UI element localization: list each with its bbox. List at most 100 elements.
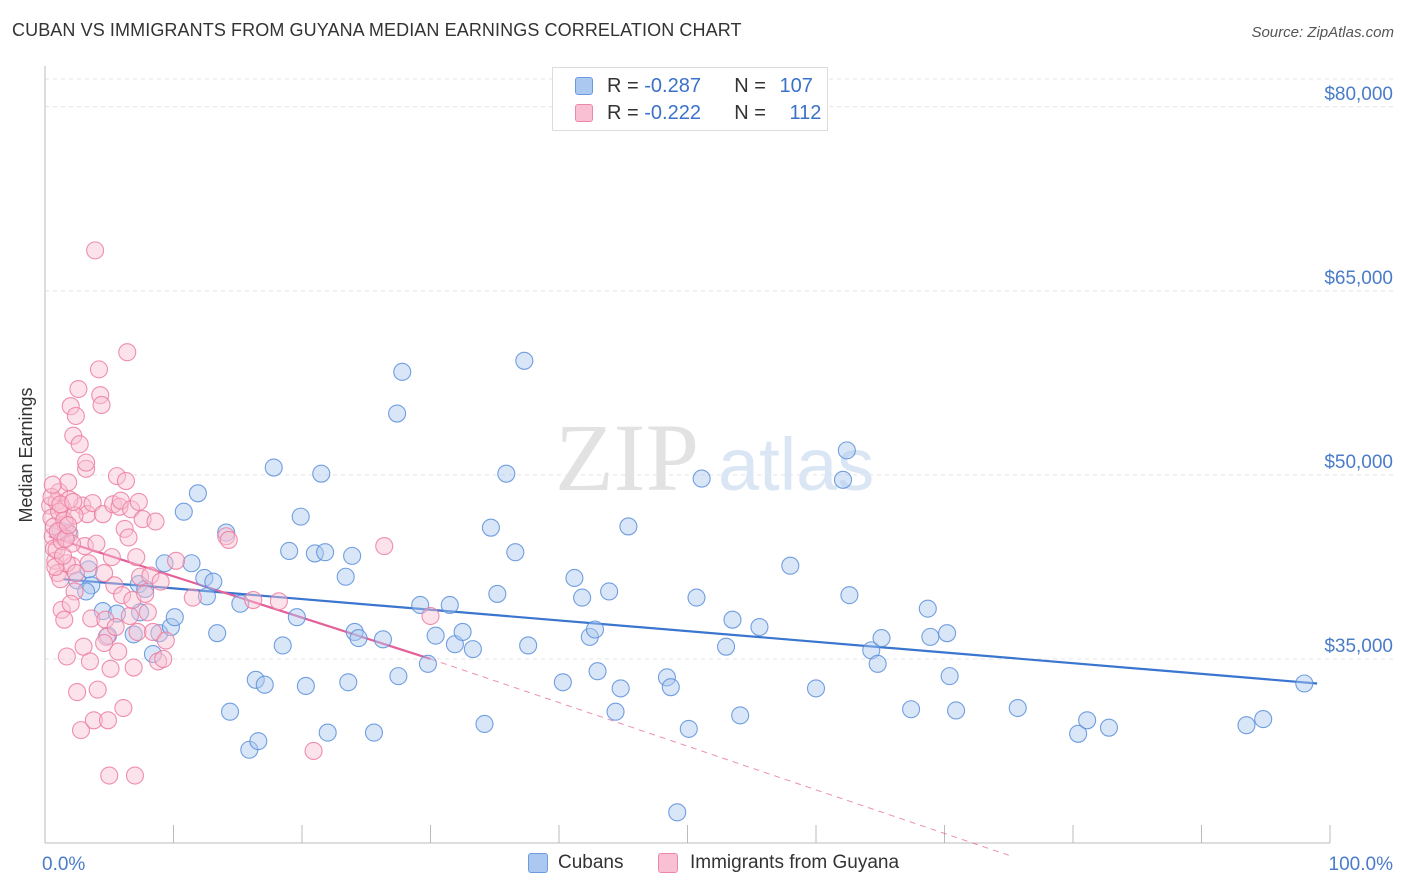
point-guyana bbox=[114, 698, 133, 718]
point-cubans bbox=[872, 629, 891, 648]
source-credit: Source: ZipAtlas.com bbox=[1251, 24, 1394, 41]
point-cubans bbox=[1295, 674, 1314, 693]
point-guyana bbox=[91, 386, 110, 405]
point-cubans bbox=[902, 700, 921, 719]
point-guyana bbox=[421, 606, 440, 626]
point-cubans bbox=[393, 362, 412, 381]
point-cubans bbox=[339, 673, 358, 692]
point-cubans bbox=[657, 668, 676, 687]
y-axis-labels: $35,000 $50,000 $65,000 $80,000 bbox=[1324, 84, 1393, 657]
point-cubans bbox=[606, 702, 625, 721]
point-cubans bbox=[195, 568, 214, 588]
point-cubans bbox=[463, 640, 482, 659]
axes bbox=[44, 66, 1331, 844]
point-cubans bbox=[506, 543, 525, 562]
point-guyana bbox=[116, 471, 136, 491]
point-guyana bbox=[66, 406, 85, 426]
point-guyana bbox=[269, 592, 288, 611]
bottom-legend-cubans: Cubans bbox=[528, 852, 624, 874]
point-guyana bbox=[68, 683, 87, 702]
point-guyana bbox=[95, 564, 114, 583]
point-guyana bbox=[136, 584, 155, 603]
point-cubans bbox=[296, 676, 315, 695]
point-cubans bbox=[692, 469, 711, 488]
point-cubans bbox=[220, 702, 240, 721]
point-guyana bbox=[65, 506, 84, 525]
point-guyana bbox=[102, 548, 121, 567]
point-cubans bbox=[1078, 711, 1097, 730]
point-cubans bbox=[588, 662, 607, 681]
point-cubans bbox=[165, 608, 184, 627]
point-cubans bbox=[255, 675, 274, 694]
watermark-atlas: atlas bbox=[718, 423, 874, 506]
point-cubans bbox=[565, 568, 584, 588]
point-guyana bbox=[71, 721, 91, 740]
point-guyana bbox=[120, 606, 139, 626]
point-cubans bbox=[418, 654, 437, 673]
point-cubans bbox=[497, 464, 516, 483]
point-cubans bbox=[938, 624, 957, 643]
point-cubans bbox=[515, 351, 534, 370]
legend-r-value-guyana: -0.222 bbox=[644, 101, 701, 124]
point-cubans bbox=[868, 654, 887, 673]
point-cubans bbox=[519, 636, 538, 655]
point-cubans bbox=[411, 595, 430, 615]
point-cubans bbox=[668, 803, 687, 822]
point-cubans bbox=[731, 706, 750, 725]
point-guyana bbox=[95, 633, 114, 653]
point-cubans bbox=[553, 673, 572, 692]
point-guyana bbox=[70, 435, 89, 454]
y-tick-label: $50,000 bbox=[1324, 452, 1393, 473]
point-guyana bbox=[98, 711, 118, 730]
point-guyana bbox=[304, 741, 323, 761]
legend-r-value-cubans: -0.287 bbox=[644, 74, 701, 97]
data-points bbox=[41, 241, 1314, 822]
point-cubans bbox=[246, 670, 265, 689]
point-cubans bbox=[204, 572, 223, 591]
point-cubans bbox=[918, 599, 937, 618]
point-guyana bbox=[56, 529, 75, 548]
legend-r-label: R = bbox=[607, 74, 645, 97]
point-cubans bbox=[611, 679, 630, 698]
point-guyana bbox=[89, 360, 109, 379]
point-guyana bbox=[55, 610, 74, 629]
point-guyana bbox=[167, 551, 186, 570]
point-cubans bbox=[619, 517, 638, 536]
point-cubans bbox=[291, 507, 310, 526]
point-guyana bbox=[61, 397, 80, 416]
point-cubans bbox=[488, 584, 507, 603]
point-guyana bbox=[66, 564, 85, 583]
point-guyana bbox=[146, 512, 165, 531]
bottom-legend-label-cubans: Cubans bbox=[558, 852, 624, 873]
point-cubans bbox=[336, 567, 355, 586]
point-cubans bbox=[155, 554, 174, 573]
point-guyana bbox=[105, 576, 124, 595]
point-cubans bbox=[806, 679, 826, 698]
point-cubans bbox=[475, 714, 494, 734]
point-guyana bbox=[219, 530, 238, 549]
point-guyana bbox=[84, 711, 103, 730]
legend: R = -0.287 N = 107 R = -0.222 N = 112 bbox=[552, 67, 828, 131]
point-cubans bbox=[161, 618, 180, 637]
point-guyana bbox=[61, 594, 80, 613]
bottom-swatch-guyana bbox=[658, 853, 678, 873]
point-cubans bbox=[273, 636, 292, 655]
legend-row-guyana: R = -0.222 N = 112 bbox=[575, 100, 821, 126]
point-guyana bbox=[82, 609, 101, 628]
point-guyana bbox=[80, 652, 100, 671]
point-cubans bbox=[182, 554, 201, 573]
point-guyana bbox=[115, 519, 134, 538]
point-guyana bbox=[50, 502, 69, 521]
point-guyana bbox=[138, 603, 157, 622]
point-cubans bbox=[287, 608, 306, 627]
y-tick-label: $65,000 bbox=[1324, 268, 1393, 289]
point-guyana bbox=[77, 459, 96, 478]
point-guyana bbox=[101, 659, 120, 678]
point-cubans bbox=[174, 502, 193, 521]
point-cubans bbox=[249, 732, 268, 751]
y-tick-label: $80,000 bbox=[1324, 84, 1393, 105]
point-guyana bbox=[156, 631, 175, 650]
point-cubans bbox=[318, 723, 337, 742]
x-axis-max-label: 100.0% bbox=[1329, 854, 1394, 875]
